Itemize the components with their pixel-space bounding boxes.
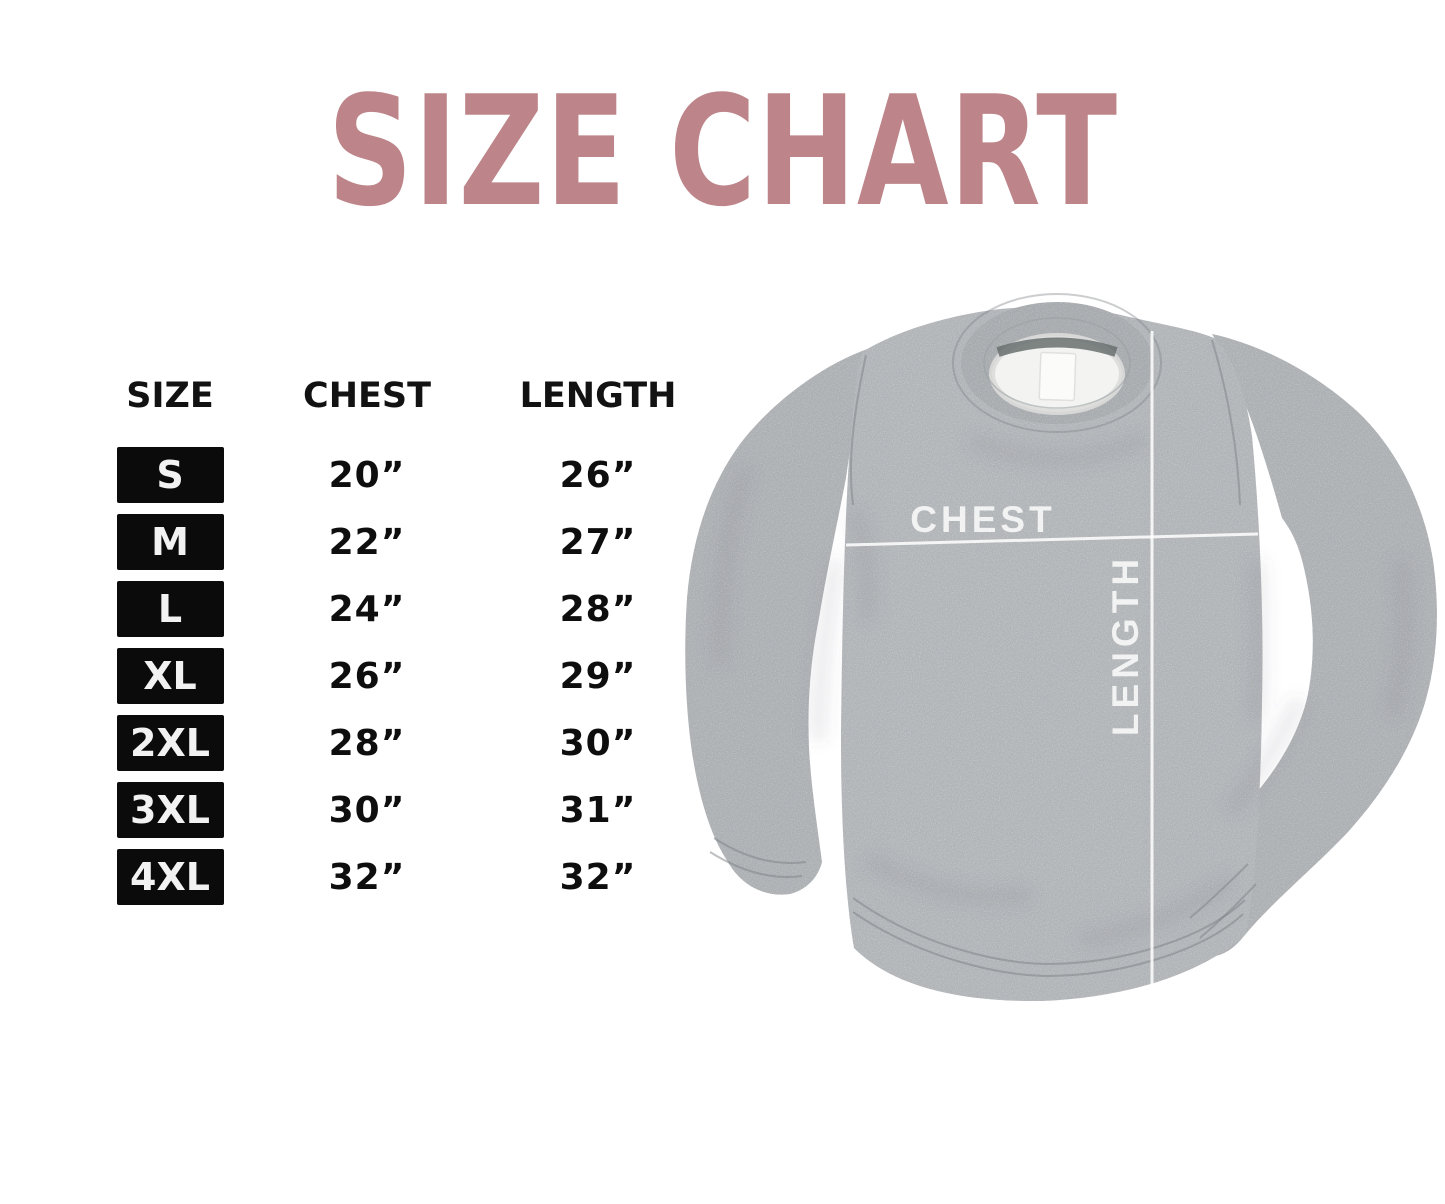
length-value: 28” bbox=[559, 588, 637, 630]
table-row: L 24” 28” bbox=[60, 581, 742, 637]
chest-value: 32” bbox=[328, 856, 406, 898]
page-title-text: SIZE CHART bbox=[327, 63, 1118, 240]
length-value: 32” bbox=[559, 856, 637, 898]
table-row: 3XL 30” 31” bbox=[60, 782, 742, 838]
length-value: 27” bbox=[559, 521, 637, 563]
length-value: 29” bbox=[559, 655, 637, 697]
column-header-chest: CHEST bbox=[303, 376, 431, 416]
page-title: SIZE CHART bbox=[0, 72, 1445, 232]
chest-value: 28” bbox=[328, 722, 406, 764]
neck-tag bbox=[1038, 351, 1077, 402]
table-row: S 20” 26” bbox=[60, 447, 742, 503]
column-header-size: SIZE bbox=[126, 376, 214, 416]
size-badge: M bbox=[116, 514, 224, 570]
chest-value: 26” bbox=[328, 655, 406, 697]
chest-value: 24” bbox=[328, 588, 406, 630]
chest-value: 22” bbox=[328, 521, 406, 563]
sweatshirt-photo: CHEST LENGTH bbox=[685, 293, 1437, 1002]
length-value: 26” bbox=[559, 454, 637, 496]
collar-inner-stitch bbox=[983, 317, 1131, 409]
length-value: 31” bbox=[559, 789, 637, 831]
length-value: 30” bbox=[559, 722, 637, 764]
table-row: 4XL 32” 32” bbox=[60, 849, 742, 905]
seam-stitches bbox=[709, 339, 1257, 978]
size-badge: XL bbox=[116, 648, 224, 704]
size-badge: 3XL bbox=[116, 782, 224, 838]
table-row: M 22” 27” bbox=[60, 514, 742, 570]
column-header-length: LENGTH bbox=[519, 376, 677, 416]
chest-value: 30” bbox=[328, 789, 406, 831]
table-row: XL 26” 29” bbox=[60, 648, 742, 704]
length-measure-label: LENGTH bbox=[1105, 554, 1146, 736]
size-table-header: SIZE CHEST LENGTH bbox=[60, 376, 742, 416]
size-table: SIZE CHEST LENGTH S 20” 26” M 22” 27” L … bbox=[60, 376, 742, 916]
chest-measure-line bbox=[845, 532, 1259, 547]
chest-measure-label: CHEST bbox=[910, 499, 1055, 540]
collar bbox=[952, 293, 1162, 433]
size-badge: S bbox=[116, 447, 224, 503]
table-row: 2XL 28” 30” bbox=[60, 715, 742, 771]
size-badge: L bbox=[116, 581, 224, 637]
size-badge: 2XL bbox=[116, 715, 224, 771]
chest-value: 20” bbox=[328, 454, 406, 496]
neck-tape bbox=[996, 337, 1118, 357]
collar-outer-stitch bbox=[952, 293, 1162, 433]
size-badge: 4XL bbox=[116, 849, 224, 905]
measurement-overlay: CHEST LENGTH bbox=[845, 331, 1259, 984]
